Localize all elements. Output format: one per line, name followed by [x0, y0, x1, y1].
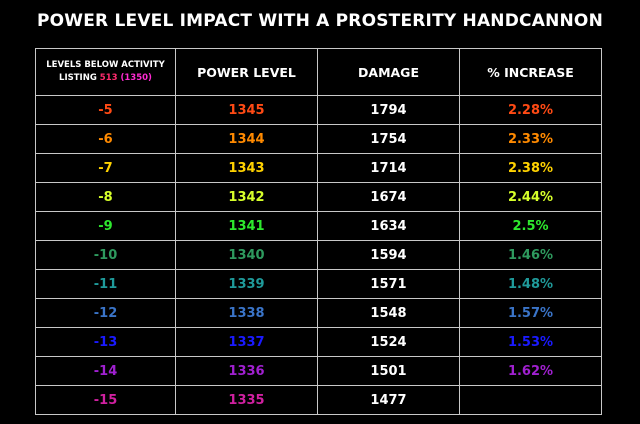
damage-cell: 1501 — [317, 356, 460, 386]
table-row: -7 1343 1714 2.38% — [35, 153, 602, 183]
power-cell: 1338 — [175, 298, 318, 328]
header-levels-line1: LEVELS BELOW ACTIVITY — [46, 60, 165, 70]
header-levels-line2-prefix: LISTING — [59, 73, 97, 83]
power-level-table: LEVELS BELOW ACTIVITY LISTING 513 (1350)… — [35, 48, 602, 415]
damage-cell: 1754 — [317, 124, 460, 154]
power-cell: 1340 — [175, 240, 318, 270]
level-cell: -11 — [35, 269, 176, 299]
damage-cell: 1524 — [317, 327, 460, 357]
table-row: -11 1339 1571 1.48% — [35, 269, 602, 299]
header-levels-value: 513 — [99, 73, 118, 83]
power-cell: 1335 — [175, 385, 318, 415]
table-body: -5 1345 1794 2.28% -6 1344 1754 2.33% -7 1343 1714… — [35, 95, 602, 415]
power-cell: 1339 — [175, 269, 318, 299]
level-cell: -8 — [35, 182, 176, 212]
header-damage: DAMAGE — [317, 48, 460, 96]
level-cell: -12 — [35, 298, 176, 328]
table-row: -5 1345 1794 2.28% — [35, 95, 602, 125]
table-header-row: LEVELS BELOW ACTIVITY LISTING 513 (1350)… — [35, 48, 602, 96]
increase-cell: 1.53% — [459, 327, 602, 357]
table-row: -9 1341 1634 2.5% — [35, 211, 602, 241]
header-levels-below: LEVELS BELOW ACTIVITY LISTING 513 (1350) — [35, 48, 176, 96]
header-power-level: POWER LEVEL — [175, 48, 318, 96]
damage-cell: 1674 — [317, 182, 460, 212]
level-cell: -10 — [35, 240, 176, 270]
increase-cell: 2.38% — [459, 153, 602, 183]
damage-cell: 1548 — [317, 298, 460, 328]
damage-cell: 1714 — [317, 153, 460, 183]
table-row: -14 1336 1501 1.62% — [35, 356, 602, 386]
level-cell: -5 — [35, 95, 176, 125]
table-row: -10 1340 1594 1.46% — [35, 240, 602, 270]
table-row: -8 1342 1674 2.44% — [35, 182, 602, 212]
increase-cell: 1.48% — [459, 269, 602, 299]
increase-cell: 1.46% — [459, 240, 602, 270]
power-cell: 1344 — [175, 124, 318, 154]
table-row: -6 1344 1754 2.33% — [35, 124, 602, 154]
increase-cell: 2.44% — [459, 182, 602, 212]
increase-cell: 2.5% — [459, 211, 602, 241]
level-cell: -6 — [35, 124, 176, 154]
increase-cell — [459, 385, 602, 415]
damage-cell: 1477 — [317, 385, 460, 415]
table-row: -12 1338 1548 1.57% — [35, 298, 602, 328]
increase-cell: 1.57% — [459, 298, 602, 328]
power-cell: 1337 — [175, 327, 318, 357]
power-cell: 1341 — [175, 211, 318, 241]
power-cell: 1345 — [175, 95, 318, 125]
level-cell: -14 — [35, 356, 176, 386]
damage-cell: 1571 — [317, 269, 460, 299]
header-increase: % INCREASE — [459, 48, 602, 96]
increase-cell: 1.62% — [459, 356, 602, 386]
power-cell: 1336 — [175, 356, 318, 386]
increase-cell: 2.28% — [459, 95, 602, 125]
damage-cell: 1794 — [317, 95, 460, 125]
table-row: -13 1337 1524 1.53% — [35, 327, 602, 357]
page-title: POWER LEVEL IMPACT WITH A PROSTERITY HAN… — [36, 11, 604, 31]
power-cell: 1342 — [175, 182, 318, 212]
header-levels-paren: (1350) — [120, 73, 152, 83]
level-cell: -9 — [35, 211, 176, 241]
level-cell: -7 — [35, 153, 176, 183]
power-cell: 1343 — [175, 153, 318, 183]
damage-cell: 1634 — [317, 211, 460, 241]
table-row: -15 1335 1477 — [35, 385, 602, 415]
damage-cell: 1594 — [317, 240, 460, 270]
increase-cell: 2.33% — [459, 124, 602, 154]
level-cell: -13 — [35, 327, 176, 357]
level-cell: -15 — [35, 385, 176, 415]
